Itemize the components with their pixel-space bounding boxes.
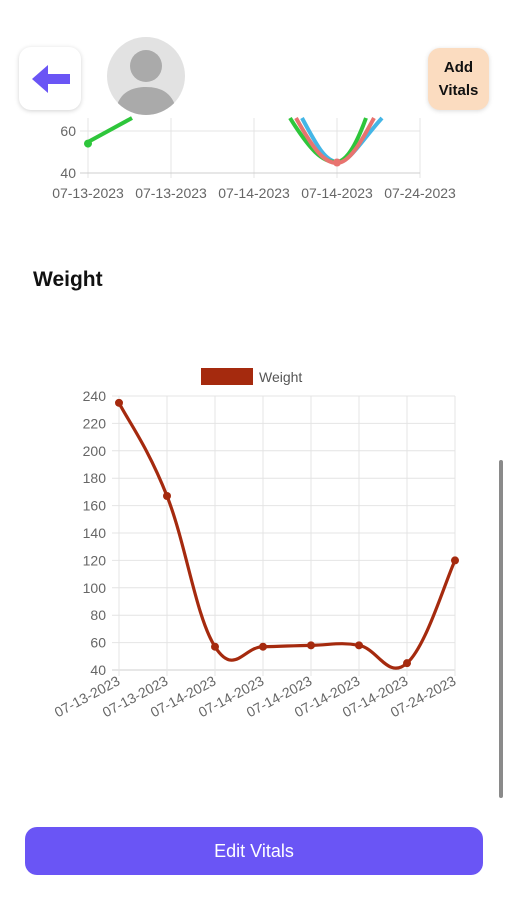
top-x-tick-label: 07-14-2023	[218, 185, 290, 201]
weight-y-tick-label: 180	[83, 470, 107, 486]
weight-data-point	[115, 398, 123, 407]
edit-vitals-label: Edit Vitals	[214, 840, 294, 861]
weight-data-point	[355, 641, 363, 650]
top-y-tick-label: 60	[60, 123, 76, 139]
weight-data-point	[307, 641, 315, 650]
weight-grid	[112, 395, 456, 676]
top-chart-ticks: 07-13-2023 07-13-2023 07-14-2023 07-14-2023…	[52, 123, 456, 201]
top-x-tick-label: 07-14-2023	[301, 185, 373, 201]
weight-y-tick-label: 220	[83, 415, 107, 431]
weight-y-tick-label: 160	[83, 498, 107, 514]
weight-y-tick-label: 240	[83, 388, 107, 404]
weight-y-tick-label: 200	[83, 443, 107, 459]
top-point-green	[84, 139, 92, 148]
weight-legend: Weight	[201, 368, 302, 385]
add-vitals-button[interactable]: Add Vitals	[428, 48, 489, 110]
legend-swatch	[201, 368, 253, 385]
top-x-tick-label: 07-24-2023	[384, 185, 456, 201]
back-button[interactable]	[19, 47, 81, 110]
user-avatar-icon	[115, 50, 177, 115]
top-x-tick-label: 07-13-2023	[52, 185, 124, 201]
top-point-red	[333, 158, 341, 167]
weight-section-title: Weight	[33, 268, 103, 291]
weight-data-point	[451, 556, 459, 565]
scrollbar[interactable]	[499, 460, 503, 798]
arrow-left-icon	[32, 64, 70, 93]
weight-data-point	[211, 642, 219, 651]
add-vitals-line1: Add	[443, 59, 474, 76]
weight-chart: Weight 40608010012014016018020022024007-…	[52, 368, 459, 720]
weight-y-tick-label: 120	[83, 552, 107, 568]
weight-y-tick-label: 100	[83, 580, 107, 596]
top-y-tick-label: 40	[60, 165, 76, 181]
top-chart-grid	[80, 118, 421, 178]
top-vitals-chart: 07-13-2023 07-13-2023 07-14-2023 07-14-2023…	[52, 116, 456, 201]
weight-y-tick-label: 140	[83, 525, 107, 541]
top-x-tick-label: 07-13-2023	[135, 185, 207, 201]
weight-y-tick-label: 60	[90, 635, 106, 651]
weight-data-point	[403, 659, 411, 668]
weight-series-line	[117, 402, 457, 670]
avatar[interactable]	[107, 37, 185, 115]
weight-data-point	[163, 492, 171, 501]
weight-y-tick-label: 40	[90, 662, 106, 678]
weight-line-series	[115, 398, 459, 670]
weight-y-tick-label: 80	[90, 607, 106, 623]
legend-label: Weight	[259, 369, 302, 385]
weight-data-point	[259, 642, 267, 651]
top-chart-lines	[84, 116, 384, 167]
top-series-green	[87, 116, 133, 144]
edit-vitals-button[interactable]: Edit Vitals	[25, 827, 483, 875]
add-vitals-line2: Vitals	[438, 82, 479, 99]
header: Add Vitals	[0, 0, 507, 120]
